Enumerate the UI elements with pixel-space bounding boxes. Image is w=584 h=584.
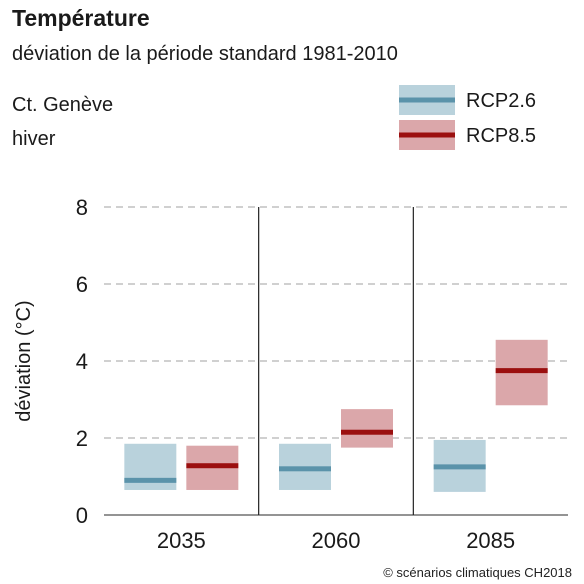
credit-text: © scénarios climatiques CH2018 xyxy=(383,565,572,580)
legend-label-rcp85: RCP8.5 xyxy=(466,125,537,147)
season-label: hiver xyxy=(12,128,56,150)
legend-line-rcp85 xyxy=(399,132,455,138)
median-line-rcp26-2035 xyxy=(124,477,177,483)
y-tick-label: 2 xyxy=(76,426,88,451)
median-line-rcp85-2035 xyxy=(186,463,239,469)
location-label: Ct. Genève xyxy=(12,94,114,116)
legend-line-rcp26 xyxy=(399,97,455,103)
y-tick-label: 4 xyxy=(76,349,88,374)
range-box-rcp85-2060 xyxy=(341,409,393,448)
x-tick-label-2085: 2085 xyxy=(466,528,515,553)
legend-label-rcp26: RCP2.6 xyxy=(466,90,537,112)
y-tick-label: 8 xyxy=(76,195,88,220)
median-line-rcp85-2085 xyxy=(495,368,548,374)
y-axis-label: déviation (°C) xyxy=(13,300,35,421)
chart-title: Température xyxy=(12,5,150,31)
x-tick-label-2060: 2060 xyxy=(312,528,361,553)
y-tick-label: 0 xyxy=(76,503,88,528)
range-box-rcp26-2035 xyxy=(124,443,177,490)
chart-subtitle: déviation de la période standard 1981-20… xyxy=(12,43,398,65)
median-line-rcp85-2060 xyxy=(341,429,393,435)
median-line-rcp26-2085 xyxy=(433,464,486,470)
y-tick-label: 6 xyxy=(76,272,88,297)
x-tick-label-2035: 2035 xyxy=(157,528,206,553)
median-line-rcp26-2060 xyxy=(279,466,331,472)
